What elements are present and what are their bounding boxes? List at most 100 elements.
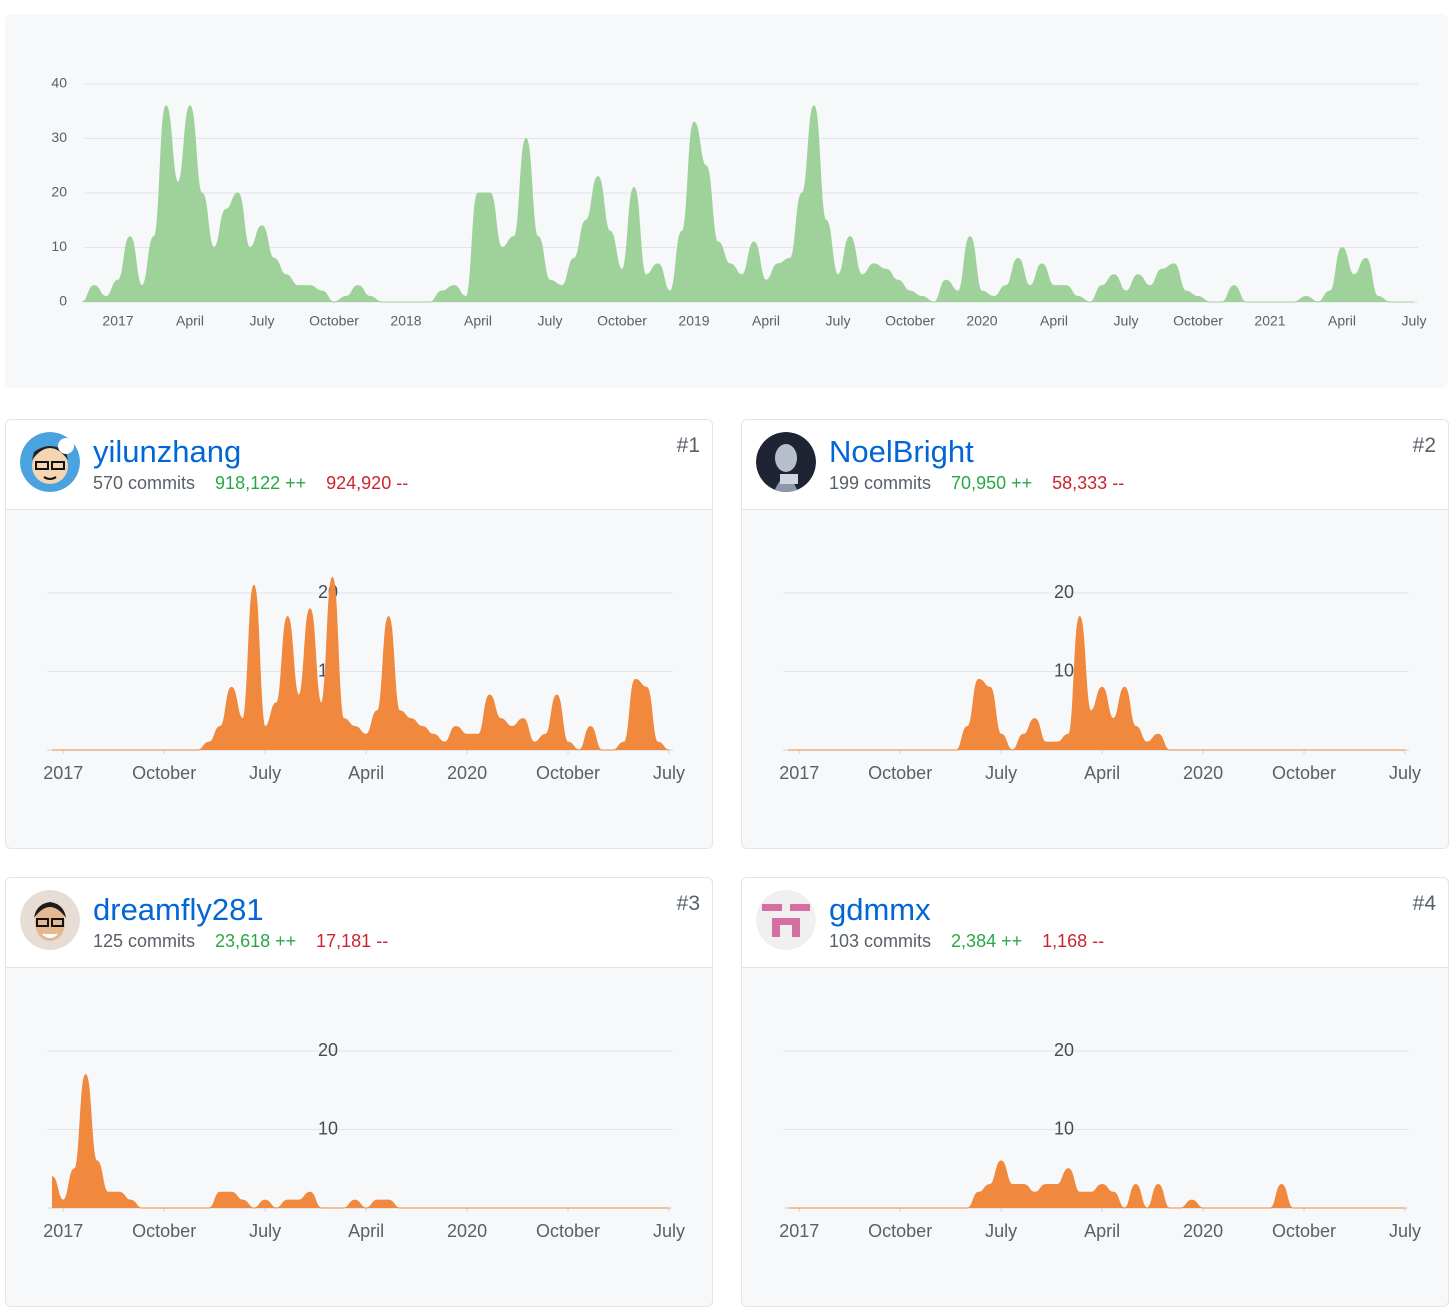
contributor-card: dreamfly281 125 commits 23,618 ++ 17,181 --… — [5, 877, 713, 1307]
x-tick-label: April — [1040, 313, 1068, 329]
x-tick-label: April — [464, 313, 492, 329]
deletions: 58,333 -- — [1052, 473, 1125, 493]
x-tick-label: 2020 — [447, 763, 487, 783]
x-tick-label: October — [309, 313, 359, 329]
avatar[interactable] — [20, 432, 80, 492]
y-tick-label: 10 — [318, 1118, 338, 1138]
x-tick-label: October — [885, 313, 935, 329]
x-tick-label: October — [868, 1221, 932, 1241]
card-header: yilunzhang 570 commits 918,122 ++ 924,920 -… — [6, 420, 712, 510]
x-tick-label: April — [1328, 313, 1356, 329]
additions: 918,122 ++ — [215, 473, 307, 493]
y-tick-label: 20 — [51, 184, 67, 200]
contributor-name[interactable]: gdmmx — [829, 892, 931, 927]
x-tick-label: July — [250, 313, 275, 329]
contributor-name[interactable]: yilunzhang — [93, 434, 242, 469]
additions: 2,384 ++ — [951, 931, 1023, 951]
additions: 70,950 ++ — [951, 473, 1033, 493]
x-tick-label: 2017 — [779, 1221, 819, 1241]
x-tick-label: July — [1389, 763, 1421, 783]
overview-chart: 0 10 20 30 40 2017 April July October 2018 April Ju… — [51, 75, 1427, 329]
y-tick-label: 10 — [1054, 1118, 1074, 1138]
x-tick-label: October — [1272, 1221, 1336, 1241]
stats: 125 commits 23,618 ++ 17,181 -- — [93, 931, 408, 952]
area-line — [788, 1160, 1405, 1209]
rank: #4 — [1412, 892, 1436, 915]
y-tick-label: 40 — [51, 75, 67, 91]
contributor-name[interactable]: dreamfly281 — [93, 892, 264, 927]
area-fill — [788, 616, 1405, 750]
rank: #2 — [1412, 434, 1436, 457]
area-line — [788, 616, 1405, 751]
x-tick-label: April — [348, 1221, 384, 1241]
x-tick-label: October — [1272, 763, 1336, 783]
x-tick-label: July — [985, 1221, 1017, 1241]
x-tick-label: 2020 — [1183, 763, 1223, 783]
x-tick-label: 2021 — [1254, 313, 1285, 329]
stats: 199 commits 70,950 ++ 58,333 -- — [829, 473, 1144, 494]
x-tick-label: July — [653, 1221, 685, 1241]
avatar[interactable] — [20, 890, 80, 950]
x-tick-label: July — [1402, 313, 1427, 329]
x-tick-label: April — [1084, 763, 1120, 783]
y-tick-label: 20 — [318, 1040, 338, 1060]
x-tick-label: October — [132, 763, 196, 783]
x-tick-label: October — [536, 763, 600, 783]
contributor-name[interactable]: NoelBright — [829, 434, 974, 469]
contributor-card: gdmmx 103 commits 2,384 ++ 1,168 -- #4 10 20 20… — [741, 877, 1449, 1307]
x-tick-label: 2017 — [102, 313, 133, 329]
x-tick-label: 2020 — [447, 1221, 487, 1241]
contributor-card: yilunzhang 570 commits 918,122 ++ 924,920 -… — [5, 419, 713, 849]
x-tick-label: October — [597, 313, 647, 329]
commit-count: 199 commits — [829, 473, 932, 493]
y-tick-label: 20 — [1054, 1040, 1074, 1060]
x-tick-label: April — [752, 313, 780, 329]
card-header: NoelBright 199 commits 70,950 ++ 58,333 -- #… — [742, 420, 1448, 510]
stats: 570 commits 918,122 ++ 924,920 -- — [93, 473, 428, 494]
area-fill — [52, 577, 669, 750]
y-tick-label: 10 — [1054, 660, 1074, 680]
x-tick-label: 2017 — [43, 1221, 83, 1241]
avatar[interactable] — [756, 890, 816, 950]
y-tick-label: 30 — [51, 129, 67, 145]
x-tick-label: October — [1173, 313, 1223, 329]
x-tick-label: July — [538, 313, 563, 329]
commits-overview: 0 10 20 30 40 2017 April July October 2018 April Ju… — [5, 14, 1448, 388]
area-fill — [788, 1160, 1405, 1208]
deletions: 924,920 -- — [326, 473, 409, 493]
x-tick-label: April — [176, 313, 204, 329]
x-tick-label: July — [826, 313, 851, 329]
deletions: 1,168 -- — [1042, 931, 1105, 951]
x-tick-label: July — [653, 763, 685, 783]
avatar[interactable] — [756, 432, 816, 492]
area-line — [51, 1074, 669, 1209]
x-tick-label: 2018 — [390, 313, 421, 329]
x-tick-label: 2020 — [1183, 1221, 1223, 1241]
area-fill — [52, 1074, 669, 1208]
rank: #1 — [676, 434, 700, 457]
commit-count: 125 commits — [93, 931, 196, 951]
additions: 23,618 ++ — [215, 931, 297, 951]
area-line — [52, 576, 670, 751]
rank: #3 — [676, 892, 700, 915]
x-tick-label: October — [868, 763, 932, 783]
x-tick-label: 2017 — [779, 763, 819, 783]
area-fill — [82, 105, 1414, 302]
x-tick-label: October — [536, 1221, 600, 1241]
x-tick-label: April — [348, 763, 384, 783]
y-tick-label: 0 — [59, 293, 67, 309]
x-tick-label: 2017 — [43, 763, 83, 783]
y-tick-label: 10 — [51, 238, 67, 254]
area-line — [81, 105, 1414, 303]
deletions: 17,181 -- — [316, 931, 389, 951]
x-tick-label: April — [1084, 1221, 1120, 1241]
stats: 103 commits 2,384 ++ 1,168 -- — [829, 931, 1124, 952]
commit-count: 570 commits — [93, 473, 196, 493]
commit-count: 103 commits — [829, 931, 932, 951]
x-tick-label: July — [249, 763, 281, 783]
contributor-card: NoelBright 199 commits 70,950 ++ 58,333 -- #… — [741, 419, 1449, 849]
